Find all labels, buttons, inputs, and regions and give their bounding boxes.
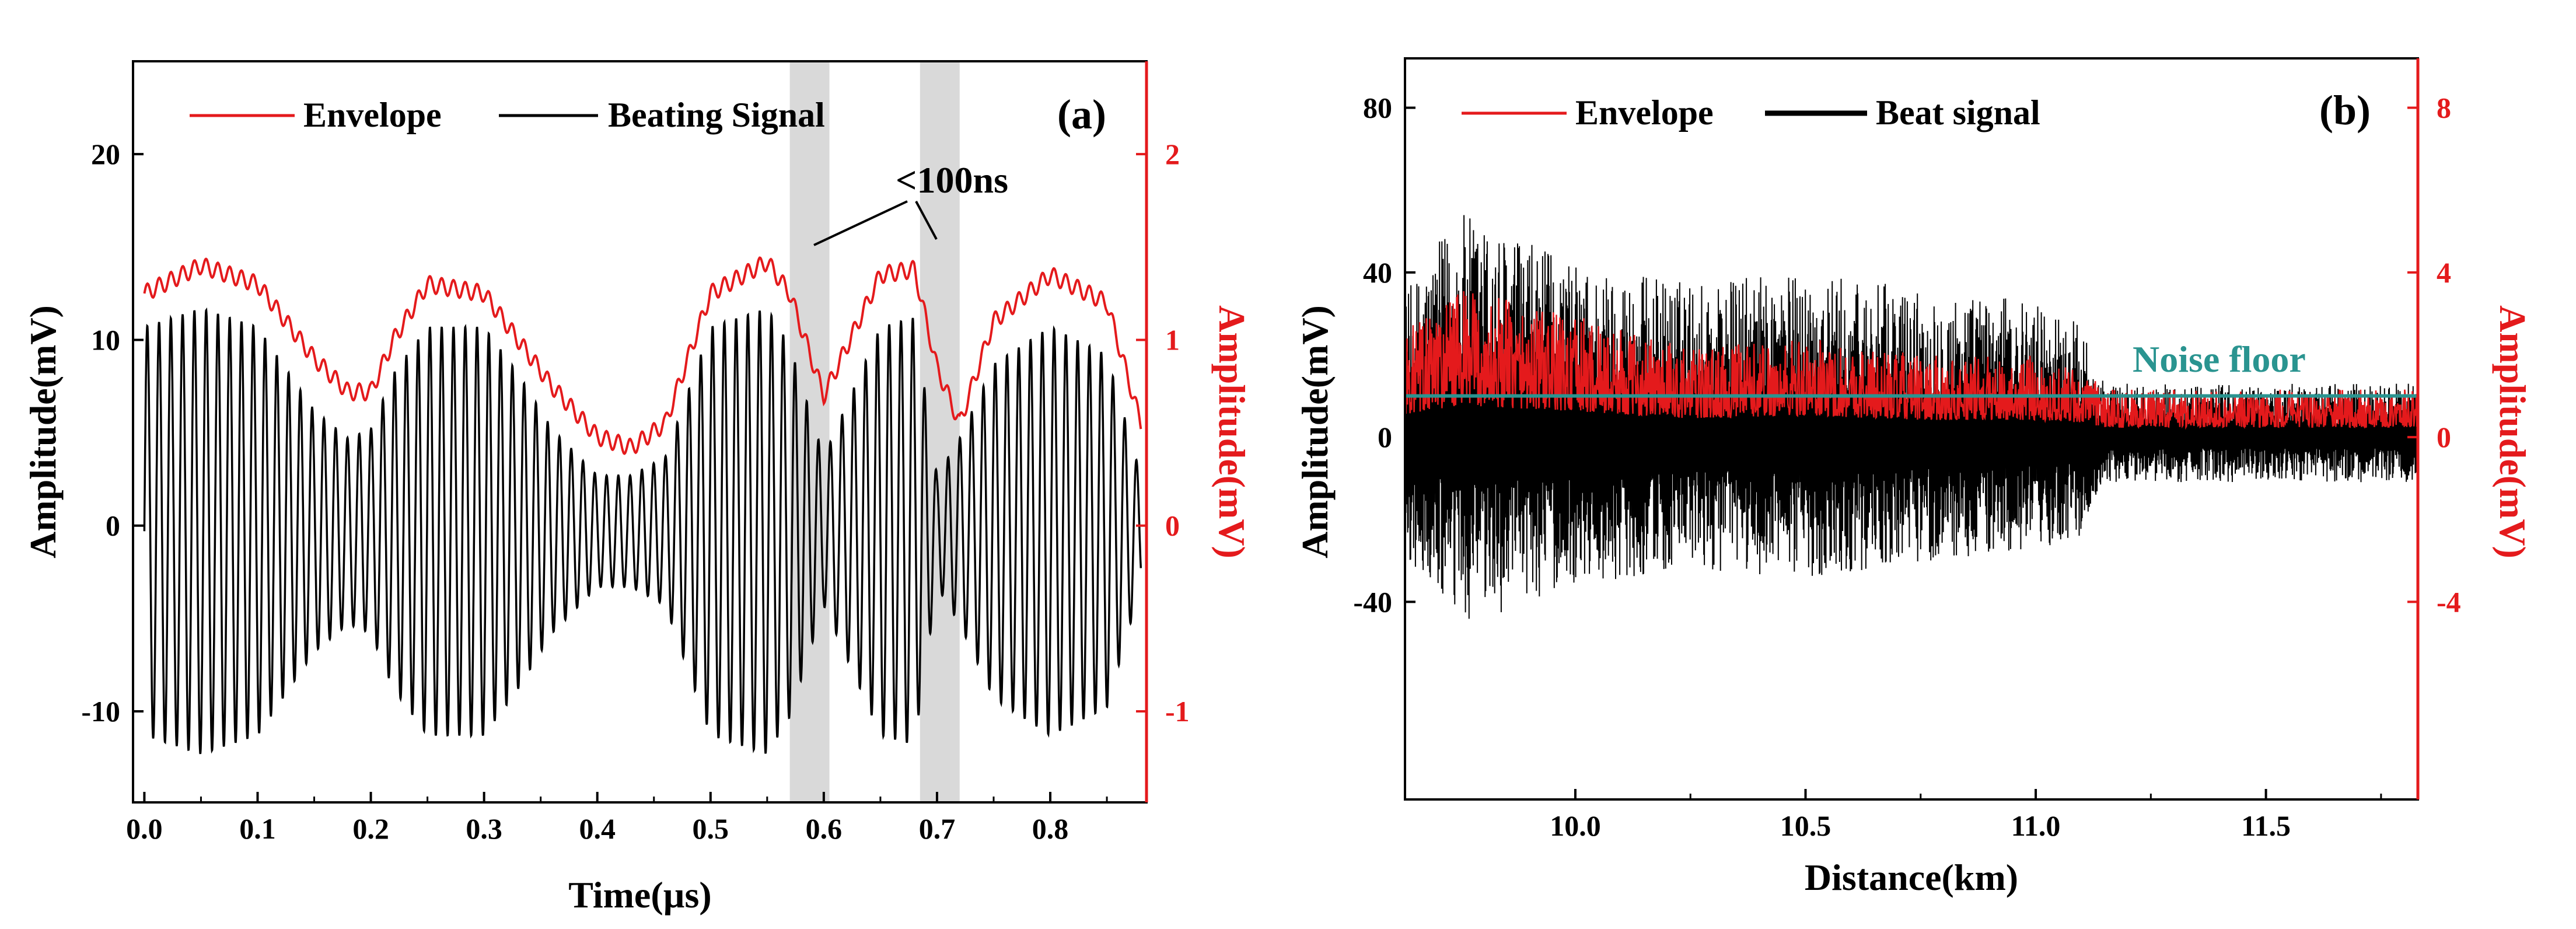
- x-tick-label-b: 11.5: [2241, 809, 2291, 842]
- shaded-regions-a: [789, 61, 960, 802]
- annotation-a: <100ns: [813, 159, 1008, 246]
- y-axis-title-right-b: Amplitude(mV): [2492, 305, 2533, 558]
- plot-area-b: [1405, 215, 2418, 619]
- y-left-tick-label-a: 10: [91, 323, 120, 356]
- legend-b: Envelope Beat signal: [1462, 93, 2040, 132]
- series-envelope-b: [1405, 291, 2418, 430]
- y-right-tick-label-a: 0: [1165, 509, 1180, 542]
- x-tick-label-b: 10.0: [1550, 809, 1601, 842]
- x-tick-label-b: 10.5: [1780, 809, 1831, 842]
- legend-label-beat-b: Beat signal: [1876, 93, 2040, 132]
- series-beating-signal: [143, 307, 1142, 755]
- x-tick-label-a: 0.0: [126, 812, 163, 845]
- panel-label-a: (a): [1057, 91, 1106, 138]
- y-axis-title-left-b: Amplitude(mV): [1294, 305, 1336, 558]
- y-left-tick-label-b: -40: [1353, 585, 1392, 618]
- y-left-tick-label-b: 0: [1378, 421, 1392, 453]
- x-tick-label-a: 0.5: [693, 812, 729, 845]
- x-tick-label-b: 11.0: [2011, 809, 2061, 842]
- legend-label-envelope-b: Envelope: [1575, 93, 1714, 132]
- noise-floor-label: Noise floor: [2133, 338, 2306, 380]
- y-right-tick-label-b: -4: [2437, 585, 2461, 618]
- x-tick-label-a: 0.3: [466, 812, 502, 845]
- panel-a: 0.0 0.1 0.2 0.3 0.4 0.5 0.6 0.7 0.8-1001020-1012…: [22, 60, 1253, 916]
- annotation-pointer-1: [813, 200, 908, 246]
- annotation-text-a: <100ns: [896, 159, 1008, 201]
- y-right-tick-label-b: 8: [2437, 92, 2451, 124]
- annotation-pointer-2: [915, 201, 938, 240]
- x-axis-title-a: Time(µs): [568, 874, 711, 916]
- legend-label-beating-a: Beating Signal: [608, 96, 825, 134]
- plot-area-a: [143, 256, 1142, 755]
- y-left-tick-label-b: 40: [1363, 256, 1392, 289]
- y-left-tick-label-b: 80: [1363, 92, 1392, 124]
- legend-a: Envelope Beating Signal: [190, 96, 825, 134]
- series-envelope-a: [143, 256, 1142, 455]
- y-right-tick-label-b: 4: [2437, 256, 2451, 289]
- y-left-tick-label-a: 0: [106, 509, 120, 542]
- x-tick-label-a: 0.7: [919, 812, 956, 845]
- x-tick-label-a: 0.4: [579, 812, 616, 845]
- series-beat-signal: [1405, 215, 2418, 619]
- y-left-tick-label-a: -10: [81, 695, 120, 728]
- x-axis-title-b: Distance(km): [1805, 857, 2018, 898]
- legend-label-envelope-a: Envelope: [303, 96, 442, 134]
- y-axis-title-right-a: Amplitude(mV): [1211, 305, 1253, 558]
- y-right-tick-label-b: 0: [2437, 421, 2451, 453]
- x-tick-label-a: 0.6: [806, 812, 843, 845]
- y-right-tick-label-a: -1: [1165, 695, 1190, 728]
- y-axis-title-left-a: Amplitude(mV): [22, 305, 64, 558]
- y-right-tick-label-a: 1: [1165, 323, 1180, 356]
- y-left-tick-label-a: 20: [91, 138, 120, 170]
- x-tick-label-a: 0.8: [1032, 812, 1069, 845]
- y-right-tick-label-a: 2: [1165, 138, 1180, 170]
- x-tick-label-a: 0.2: [352, 812, 389, 845]
- panel-label-b: (b): [2319, 87, 2371, 134]
- x-tick-label-a: 0.1: [239, 812, 276, 845]
